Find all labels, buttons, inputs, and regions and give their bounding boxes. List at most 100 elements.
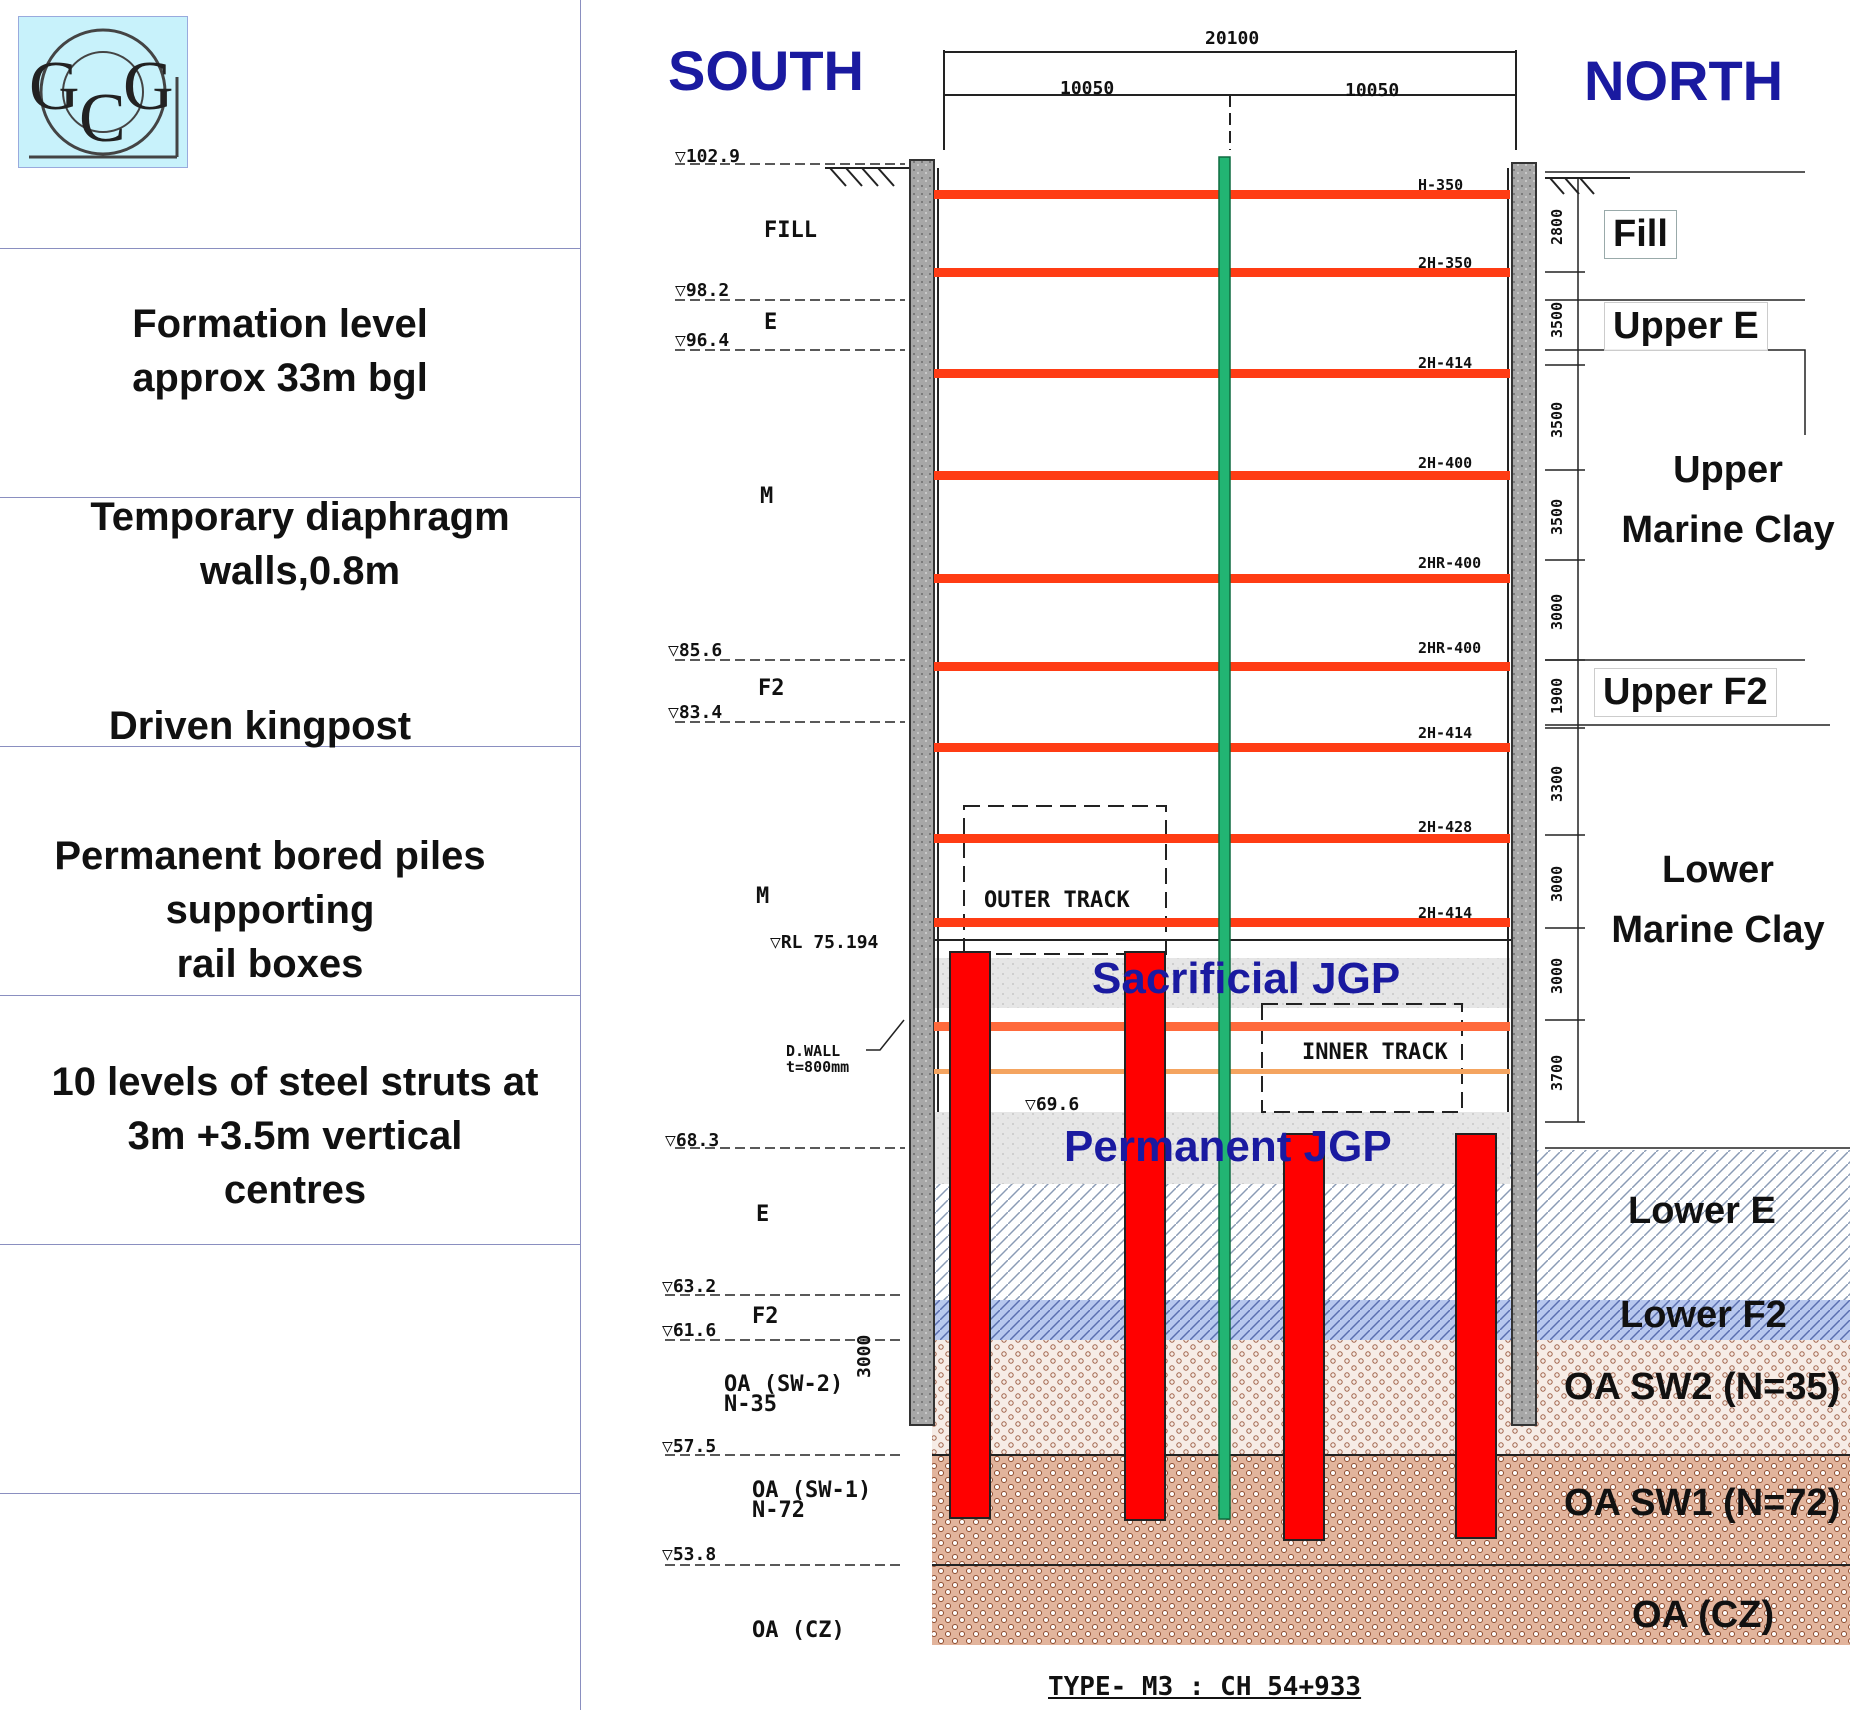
soil-label-oa-sw2: OA SW2 (N=35) [1564,1366,1841,1408]
level-label: ▽63.2 [662,1276,717,1297]
right-dim-value: 3700 [1548,1054,1566,1091]
oa-cz-layer [932,1565,1850,1645]
stratum-label: F2 [752,1304,779,1329]
stratum-label: N-72 [752,1498,805,1523]
level-label: ▽96.4 [675,330,730,351]
level-label: ▽61.6 [662,1320,717,1341]
level-label: ▽57.5 [662,1436,717,1457]
soil-label-upper-f2: Upper F2 [1594,668,1777,717]
stratum-label: OA (SW-2) [724,1372,844,1397]
bored-pile [1124,951,1166,1521]
bored-pile [1283,1133,1325,1541]
note-line: Driven kingpost [108,704,412,748]
right-dim-value: 3300 [1548,765,1566,802]
strut-label: 2HR-400 [1418,554,1482,572]
strut-label: 2H-428 [1418,818,1473,836]
logo-letter: G [29,48,80,125]
drawing-caption: TYPE- M3 : CH 54+933 [1048,1672,1362,1702]
soil-label-lower-marine-clay: Lower Marine Clay [1590,838,1846,962]
note-line: centres [223,1168,367,1212]
right-dim-value: 3000 [1548,957,1566,994]
row-divider [0,1244,580,1245]
kingpost-note: Driven kingpost [40,699,480,753]
note-line: Formation level [132,302,428,346]
label-line: Lower [1662,849,1774,891]
stratum-label: OA (CZ) [752,1618,845,1643]
description-panel: G C G Formation level approx 33m bgl Tem… [0,0,580,1710]
label-line: Marine Clay [1621,509,1835,551]
right-dim-value: 3000 [1548,865,1566,902]
right-dim-value: 2800 [1548,208,1566,245]
right-dim-value: 3500 [1548,498,1566,535]
outer-track-label: OUTER TRACK [984,888,1130,913]
lower-e-layer [1538,1150,1850,1300]
soil-label-oa-cz: OA (CZ) [1632,1594,1775,1636]
note-line: 10 levels of steel struts at [51,1060,539,1104]
level-label: ▽85.6 [668,640,723,661]
strut-label: 2HR-400 [1418,639,1482,657]
level-label: ▽RL 75.194 [770,932,879,953]
stratum-label: N-35 [724,1392,777,1417]
strut-label: 2H-350 [1418,254,1473,272]
note-line: approx 33m bgl [132,356,428,400]
row-divider [0,248,580,249]
north-diaphragm-wall [1511,162,1537,1426]
permanent-jgp-label: Permanent JGP [1064,1122,1392,1171]
strut-label: 2H-414 [1418,354,1473,372]
right-dim-value: 1900 [1548,677,1566,714]
sw2-dim: 3000 [854,1334,875,1378]
gcg-logo: G C G [18,16,188,168]
bored-piles-note: Permanent bored piles supporting rail bo… [10,829,530,991]
stratum-label: F2 [758,676,785,701]
stratum-label: OA (SW-1) [752,1478,872,1503]
south-heading: SOUTH [668,39,864,102]
south-diaphragm-wall [909,159,935,1426]
soil-label-fill: Fill [1604,210,1677,259]
dim-half-right: 10050 [1345,80,1400,101]
soil-label-lower-f2: Lower F2 [1620,1294,1787,1336]
strut-label: H-350 [1418,176,1464,194]
note-line: rail boxes [176,942,364,986]
formation-level-note: Formation level approx 33m bgl [60,297,500,405]
kingpost [1218,156,1231,1520]
note-line: Temporary diaphragm [90,495,510,539]
stratum-label: M [756,884,770,909]
inner-track-label: INNER TRACK [1302,1040,1448,1065]
level-label: ▽69.6 [1025,1094,1080,1115]
level-label: ▽68.3 [665,1130,720,1151]
stratum-label: FILL [764,218,817,243]
soil-label-oa-sw1: OA SW1 (N=72) [1564,1482,1841,1524]
oa-sw2-layer [932,1340,1850,1455]
diaphragm-wall-note: Temporary diaphragm walls,0.8m [40,490,560,598]
level-label: ▽98.2 [675,280,730,301]
steel-struts-note: 10 levels of steel struts at 3m +3.5m ve… [10,1055,580,1217]
bored-pile [949,951,991,1519]
oa-sw1-layer [932,1455,1850,1565]
row-divider [0,995,580,996]
note-line: walls,0.8m [199,549,401,593]
logo-letter: C [79,80,126,157]
soil-label-upper-marine-clay: Upper Marine Clay [1600,438,1850,562]
strut-label: 2H-414 [1418,904,1473,922]
level-label: ▽102.9 [675,146,741,167]
soil-label-upper-e: Upper E [1604,302,1768,351]
row-divider [0,746,580,747]
level-label: ▽83.4 [668,702,723,723]
right-dim-value: 3000 [1548,593,1566,630]
right-dim-value: 3500 [1548,401,1566,438]
strut-label: 2H-400 [1418,454,1473,472]
label-line: Marine Clay [1611,909,1825,951]
note-line: Permanent bored piles [54,834,486,878]
level-label: ▽53.8 [662,1544,717,1565]
strut-label: 2H-414 [1418,724,1473,742]
right-dim-value: 3500 [1548,301,1566,338]
dim-half-left: 10050 [1060,78,1115,99]
logo-letter: G [123,48,174,125]
dwall-note: t=800mm [786,1058,850,1076]
dim-total: 20100 [1205,28,1260,49]
dwall-note: D.WALL [786,1042,841,1060]
label-line: Upper [1673,449,1783,491]
row-divider [0,497,580,498]
row-divider [0,1493,580,1494]
